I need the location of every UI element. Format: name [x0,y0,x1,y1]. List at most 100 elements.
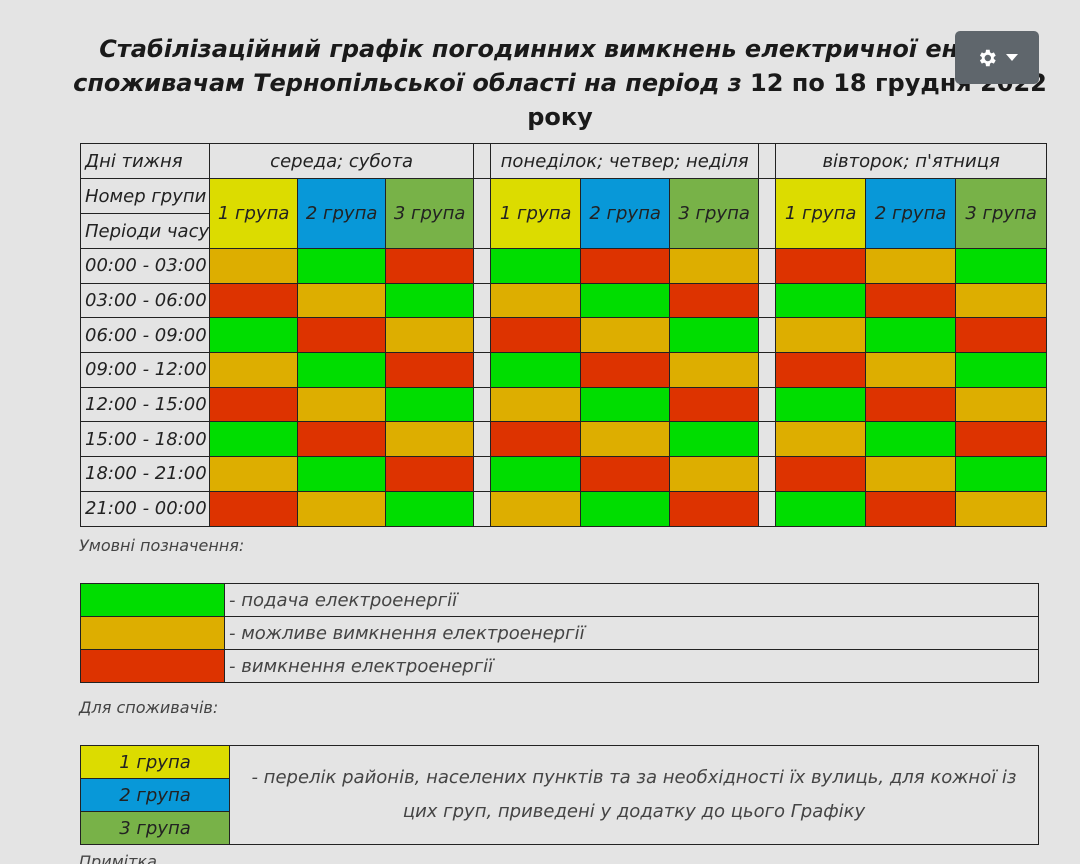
column-gap [758,352,777,388]
status-cell [385,386,475,423]
legend-heading: Умовні позначення: [79,536,245,555]
status-cell [580,421,671,458]
status-cell [297,386,387,423]
column-gap [758,317,777,354]
title-text: Стабілізаційний графік погодинних вимкне… [73,35,1021,97]
legend-text: - подача електроенергії [224,583,1039,617]
day-group-header: вівторок; п'ятниця [775,143,1048,179]
consumers-heading: Для споживачів: [79,698,219,717]
schedule-row: 06:00 - 09:00 [79,317,1048,354]
status-cell [669,386,760,423]
status-cell [775,386,867,423]
consumers-groups-table: 1 група - перелік районів, населених пунк… [80,745,1039,845]
status-cell [955,317,1048,354]
gear-icon [979,49,996,66]
column-gap [473,386,492,423]
schedule-row: 00:00 - 03:00 [79,248,1048,284]
legend-text: - можливе вимкнення електроенергії [224,616,1039,650]
legend-text: - вимкнення електроенергії [224,649,1039,683]
time-period: 12:00 - 15:00 [79,386,211,423]
column-gap [473,317,492,354]
time-period: 06:00 - 09:00 [79,317,211,354]
status-cell [297,282,387,319]
status-cell [580,282,671,319]
status-cell [865,421,957,458]
legend-swatch [80,649,225,683]
consumer-group-label: 2 група [80,778,230,812]
column-gap [758,143,777,179]
status-cell [297,421,387,458]
status-cell [865,456,957,492]
group-header: 2 група [580,178,671,249]
status-cell [490,456,582,492]
status-cell [209,421,299,458]
status-cell [490,282,582,319]
status-cell [865,352,957,388]
status-cell [775,490,867,527]
consumer-group-label: 3 група [80,811,230,845]
status-cell [209,282,299,319]
group-number-label: Номер групи [79,178,211,214]
consumer-group-label: 1 група [80,745,230,779]
status-cell [490,248,582,284]
status-cell [297,456,387,492]
status-cell [385,352,475,388]
status-cell [385,456,475,492]
status-cell [297,248,387,284]
schedule-row: 12:00 - 15:00 [79,386,1048,423]
group-header: 3 група [385,178,475,249]
status-cell [580,456,671,492]
header-periods-row: Періоди часу [79,213,1047,249]
status-cell [580,352,671,388]
column-gap [758,490,777,527]
status-cell [580,386,671,423]
status-cell [865,248,957,284]
column-gap [758,282,777,319]
status-cell [490,421,582,458]
column-gap [758,386,777,423]
day-group-header: середа; субота [209,143,475,179]
status-cell [669,248,760,284]
schedule-table: Дні тижня середа; субота понеділок; четвер… [79,143,1048,527]
status-cell [385,490,475,527]
status-cell [955,490,1048,527]
status-cell [955,248,1048,284]
status-cell [385,248,475,284]
schedule-row: 09:00 - 12:00 [79,352,1048,388]
cutoff-note: Примітка [79,852,157,864]
column-gap [758,456,777,492]
schedule-row: 21:00 - 00:00 [79,490,1048,527]
column-gap [473,248,492,284]
periods-label: Періоди часу [79,213,211,249]
column-gap [473,143,492,179]
status-cell [955,352,1048,388]
time-period: 21:00 - 00:00 [79,490,211,527]
status-cell [775,456,867,492]
status-cell [209,456,299,492]
status-cell [865,490,957,527]
time-period: 00:00 - 03:00 [79,248,211,284]
group-header: 3 група [955,178,1048,249]
legend-item: - можливе вимкнення електроенергії [80,616,1039,650]
status-cell [209,317,299,354]
column-gap [473,456,492,492]
day-group-header: понеділок; четвер; неділя [490,143,760,179]
status-cell [580,490,671,527]
status-cell [955,456,1048,492]
legend-item: - подача електроенергії [80,583,1039,617]
column-gap [473,421,492,458]
legend-swatch [80,583,225,617]
status-cell [490,490,582,527]
status-cell [865,282,957,319]
time-period: 18:00 - 21:00 [79,456,211,492]
group-header: 1 група [490,178,582,249]
group-header: 1 група [209,178,299,249]
consumer-groups-description: - перелік районів, населених пунктів та … [229,745,1039,845]
header-days-row: Дні тижня середа; субота понеділок; четвер… [79,143,1048,179]
status-cell [385,282,475,319]
time-period: 09:00 - 12:00 [79,352,211,388]
column-gap [473,178,492,249]
settings-dropdown-button[interactable] [955,31,1039,84]
consumer-group-row: 2 група [80,778,1039,812]
